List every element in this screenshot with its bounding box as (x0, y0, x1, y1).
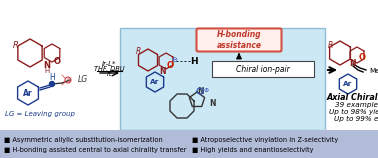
Text: Ar: Ar (150, 79, 160, 85)
FancyBboxPatch shape (197, 28, 282, 52)
Text: 39 examples: 39 examples (335, 102, 378, 108)
Text: R: R (327, 42, 333, 51)
Text: ⊖: ⊖ (171, 57, 177, 63)
Text: THF, DBU: THF, DBU (94, 66, 124, 72)
Text: N: N (209, 98, 215, 107)
FancyBboxPatch shape (0, 130, 378, 158)
Text: Up to 98% yield: Up to 98% yield (329, 109, 378, 115)
Text: Ir-L*: Ir-L* (102, 61, 116, 67)
Text: ■ High yields and enantioselectivity: ■ High yields and enantioselectivity (192, 147, 313, 153)
Text: Ar: Ar (343, 81, 353, 87)
FancyBboxPatch shape (120, 28, 325, 130)
Text: H: H (44, 68, 50, 74)
Text: ⊕: ⊕ (203, 88, 209, 92)
Text: Ar: Ar (23, 88, 33, 97)
Text: N: N (350, 60, 356, 69)
Text: Chiral ion-pair: Chiral ion-pair (236, 64, 290, 73)
Text: H: H (190, 58, 198, 67)
Text: O: O (166, 61, 174, 70)
Circle shape (50, 82, 54, 86)
Text: rt: rt (106, 71, 112, 77)
Text: LG = Leaving group: LG = Leaving group (5, 111, 75, 117)
Text: N: N (43, 61, 51, 70)
Text: Up to 99% ee: Up to 99% ee (333, 116, 378, 122)
Text: ■ Atroposelective vinylation in Z-selectivity: ■ Atroposelective vinylation in Z-select… (192, 137, 338, 143)
Text: H-bonding
assistance: H-bonding assistance (217, 30, 262, 50)
FancyBboxPatch shape (212, 61, 314, 77)
Text: O: O (358, 54, 366, 63)
Text: LG: LG (78, 76, 88, 85)
Text: R: R (135, 48, 141, 57)
Text: N: N (159, 67, 165, 76)
Text: S: S (66, 78, 70, 82)
Text: ■ H-bonding assisted central to axial chirality transfer: ■ H-bonding assisted central to axial ch… (4, 147, 186, 153)
Text: H: H (49, 73, 55, 82)
Text: R: R (13, 42, 19, 51)
Text: O: O (54, 58, 60, 67)
Text: Me: Me (369, 68, 378, 74)
Text: ■ Asymmetric allylic substitution-isomerization: ■ Asymmetric allylic substitution-isomer… (4, 137, 163, 143)
Text: N: N (197, 86, 203, 95)
Text: Axial Chirality: Axial Chirality (326, 94, 378, 103)
